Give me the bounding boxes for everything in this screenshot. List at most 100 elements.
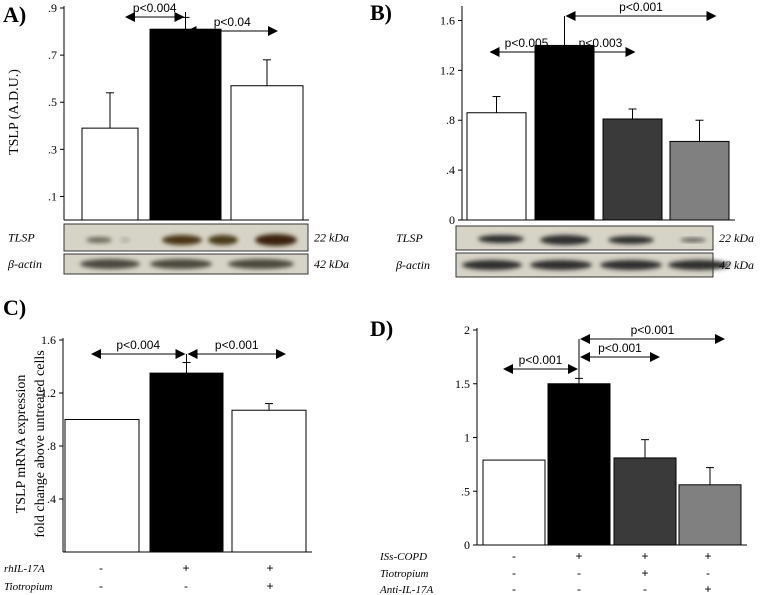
blot-band <box>540 235 590 245</box>
condition-sign: - <box>706 566 710 580</box>
blot-label: β-actin <box>395 258 430 272</box>
y-tick-label: 2 <box>464 323 470 337</box>
y-tick-label: 0 <box>464 538 470 552</box>
blot-size-label: 22 kDa <box>314 231 349 245</box>
p-value-label: p<0.04 <box>214 15 251 29</box>
bar <box>230 85 304 221</box>
blot-band <box>530 260 592 270</box>
y-axis-label-line: TSLP mRNA expression <box>14 375 29 514</box>
p-value-label: p<0.001 <box>215 338 259 352</box>
blot-band <box>600 260 662 270</box>
bar <box>231 409 307 553</box>
bar <box>547 383 611 546</box>
blot-label: TLSP <box>8 231 35 245</box>
y-axis-label-line: fold change above untreated cells <box>33 350 48 537</box>
y-tick-label: 1 <box>464 431 470 445</box>
condition-label: Tiotropium <box>380 568 429 580</box>
chart-panel-3: C) .4 .8 1.2 1.6 TSLP mRNA expression fold cha… <box>3 295 312 593</box>
blot-band <box>680 238 706 242</box>
bar <box>466 112 527 221</box>
panel-letter: B) <box>370 0 392 25</box>
p-value-label: p<0.001 <box>598 341 642 355</box>
condition-label: rhIL-17A <box>4 563 45 575</box>
y-axis-label: TSLP (A.D.U.) <box>7 69 22 155</box>
blot-size-label: 22 kDa <box>719 231 754 245</box>
p-value-label: p<0.004 <box>116 338 160 352</box>
blot-size-label: 42 kDa <box>314 257 349 271</box>
y-tick-label: .5 <box>461 484 470 498</box>
y-tick-label: 1.6 <box>41 333 56 347</box>
chart-panel-1: A) .1 .3 .5 .7 .9 TSLP (A.D.U.) p<0.004 p<0.04 TL… <box>3 1 349 275</box>
y-tick-label: .1 <box>48 189 57 203</box>
chart-panel-2: B) 0 .4 .8 1.2 1.6 p<0.005 p<0.003 p<0.001 TLSP 22… <box>370 0 754 278</box>
y-tick-label: .9 <box>48 1 57 15</box>
bar <box>149 28 222 221</box>
bar <box>602 118 663 221</box>
bar <box>534 44 595 221</box>
y-tick-label: .8 <box>446 113 455 127</box>
y-tick-label: .4 <box>47 492 56 506</box>
y-tick-label: .8 <box>47 439 56 453</box>
p-value-label: p<0.003 <box>579 36 623 50</box>
blot-band <box>478 235 524 243</box>
blot-size-label: 42 kDa <box>719 258 754 272</box>
y-tick-label: .7 <box>48 48 57 62</box>
condition-sign: + <box>641 549 648 563</box>
blot-band <box>86 237 112 243</box>
p-value-label: p<0.001 <box>619 0 663 14</box>
condition-sign: - <box>99 579 103 593</box>
condition-sign: - <box>577 566 581 580</box>
bar <box>482 459 546 546</box>
y-tick-label: 1.2 <box>41 386 56 400</box>
y-tick-label: .5 <box>48 95 57 109</box>
panel-letter: A) <box>3 2 26 27</box>
y-tick-label: 1.6 <box>440 13 455 27</box>
blot-band <box>462 260 522 270</box>
condition-label: ISs-COPD <box>379 551 427 563</box>
blot-label: β-actin <box>7 257 42 271</box>
condition-sign: + <box>575 549 582 563</box>
p-value-label: p<0.004 <box>133 1 177 15</box>
blot-band <box>668 260 730 270</box>
panel-letter: C) <box>3 295 26 320</box>
condition-sign: - <box>99 561 103 575</box>
condition-sign: - <box>512 549 516 563</box>
condition-sign: - <box>184 579 188 593</box>
condition-sign: - <box>512 582 516 595</box>
y-tick-label: .3 <box>48 142 57 156</box>
condition-label: Tiotropium <box>4 581 53 593</box>
condition-sign: + <box>641 566 648 580</box>
condition-sign: - <box>577 582 581 595</box>
blot-label: TLSP <box>396 231 423 245</box>
y-tick-label: .4 <box>446 163 455 177</box>
p-value-label: p<0.005 <box>505 36 549 50</box>
blot-band <box>150 259 212 269</box>
condition-sign: + <box>266 579 273 593</box>
y-tick-label: 0 <box>449 213 455 227</box>
bar <box>613 457 677 546</box>
y-tick-label: 1.5 <box>455 377 470 391</box>
bar <box>678 484 742 546</box>
condition-sign: + <box>266 561 273 575</box>
chart-panel-4: D) 0 .5 1 1.5 2 p<0.001 p<0.001 p<0.001 ISs-COPD -… <box>370 316 747 595</box>
blot-band <box>208 235 238 245</box>
condition-sign: - <box>512 566 516 580</box>
condition-sign: + <box>704 582 711 595</box>
blot-band <box>120 238 130 242</box>
p-value-label: p<0.001 <box>631 323 675 337</box>
panel-letter: D) <box>370 316 393 341</box>
bar <box>149 372 224 553</box>
bar <box>81 127 139 221</box>
y-tick-label: 1.2 <box>440 63 455 77</box>
bar <box>64 419 140 553</box>
blot-band <box>608 236 654 244</box>
condition-sign: + <box>182 561 189 575</box>
blot-band <box>228 259 294 269</box>
blot-band <box>162 235 202 245</box>
condition-sign: - <box>643 582 647 595</box>
blot-band <box>80 259 140 269</box>
blot-band <box>255 234 297 246</box>
p-value-label: p<0.001 <box>519 353 563 367</box>
condition-label: Anti-IL-17A <box>379 584 433 595</box>
